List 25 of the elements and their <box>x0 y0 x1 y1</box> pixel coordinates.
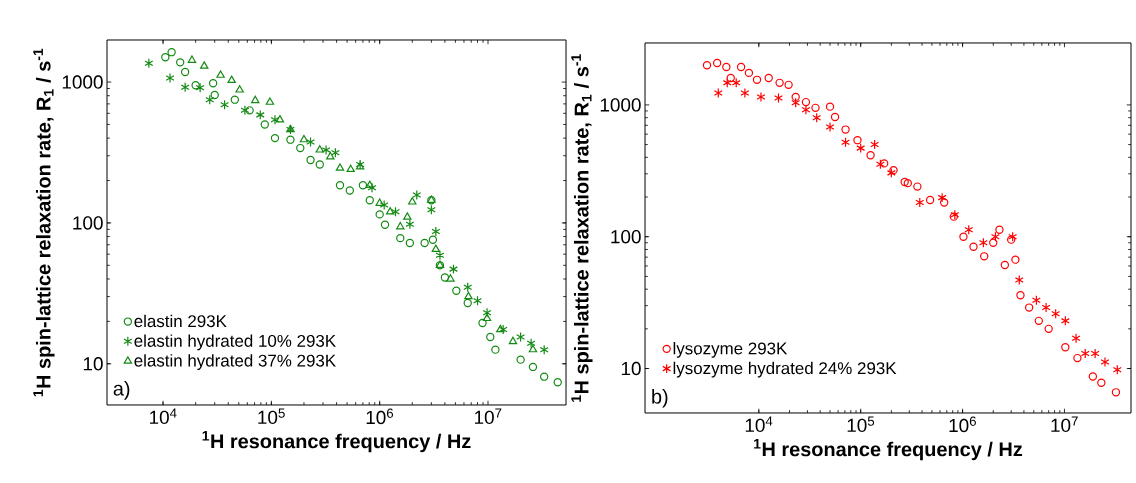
x-tick-label: 10$^{5}$ <box>847 416 875 433</box>
y-tick-label: 10 <box>83 357 103 371</box>
x-tick-label: 10$^{7}$ <box>474 408 502 425</box>
y-axis-title: $^{1}$H spin-lattice relaxation rate, R$_{1}$ / s$^{-1}$ <box>571 54 593 402</box>
y-tick-label: 1000 <box>600 98 641 112</box>
annotation: b) <box>652 389 668 408</box>
x-tick-label: 10$^{6}$ <box>366 408 394 425</box>
y-tick-label: 100 <box>73 216 103 230</box>
y-tick-label: 10 <box>621 361 641 376</box>
legend-label: elastin hydrated 10% 293K <box>134 334 336 351</box>
legend-label: lysozyme 293K <box>673 342 788 358</box>
legend-label: elastin hydrated 37% 293K <box>134 354 336 370</box>
x-tick-label: 10$^{7}$ <box>1051 416 1078 433</box>
x-tick-label: 10$^{4}$ <box>150 408 177 425</box>
x-tick-label: 10$^{5}$ <box>258 408 285 425</box>
annotation: a) <box>113 381 130 400</box>
x-tick-label: 10$^{4}$ <box>745 416 773 433</box>
x-tick-label: 10$^{6}$ <box>949 416 976 433</box>
legend-label: lysozyme hydrated 24% 293K <box>673 361 897 378</box>
y-tick-label: 100 <box>611 230 641 244</box>
y-axis-title: $^{1}$H spin-lattice relaxation rate, R$_{1}$ / s$^{-1}$ <box>33 48 55 397</box>
legend-label: elastin 293K <box>134 314 227 328</box>
x-axis-title: $^{1}$H resonance frequency / Hz <box>754 439 1023 461</box>
y-tick-label: 1000 <box>62 75 103 89</box>
x-axis-title: $^{1}$H resonance frequency / Hz <box>202 431 471 453</box>
